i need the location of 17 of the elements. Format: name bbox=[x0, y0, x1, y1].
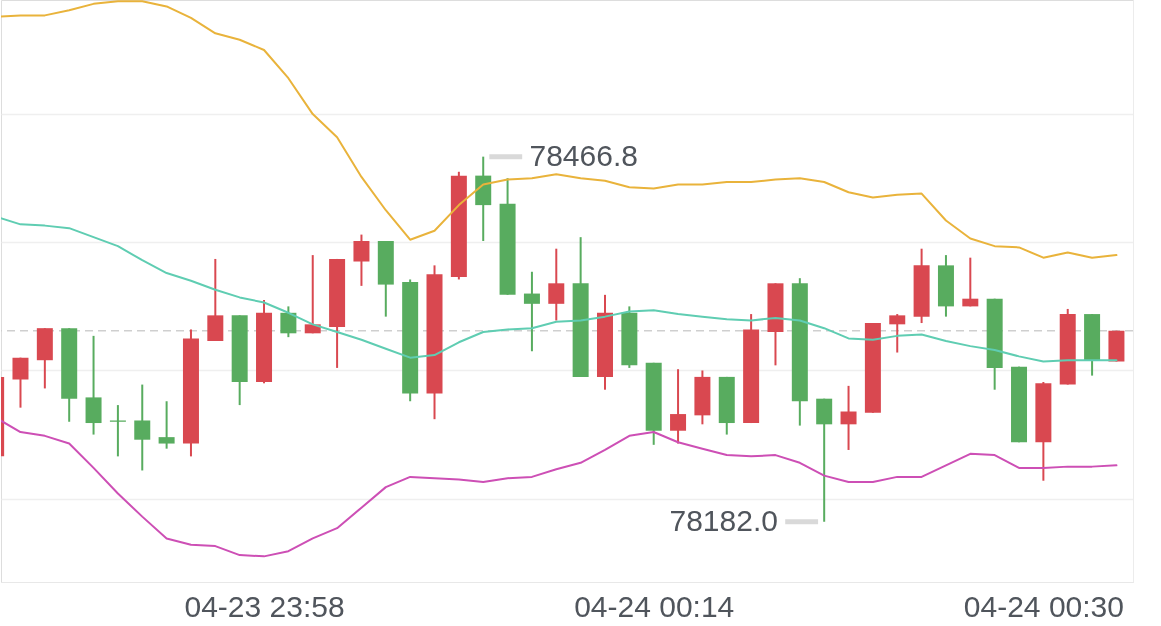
candlestick bbox=[109, 404, 126, 458]
candlestick bbox=[840, 384, 857, 451]
candlestick bbox=[670, 368, 687, 445]
candlestick bbox=[962, 256, 979, 308]
candlestick bbox=[523, 270, 540, 353]
x-tick-label: 04-23 23:58 bbox=[184, 589, 345, 623]
candlestick bbox=[158, 400, 175, 450]
x-tick-label: 04-24 00:14 bbox=[574, 589, 735, 623]
candlestick bbox=[280, 305, 297, 339]
candlestick bbox=[889, 313, 906, 354]
annotation: 78182.0 bbox=[669, 503, 778, 537]
candlestick bbox=[353, 233, 370, 287]
x-tick-label: 04-24 00:30 bbox=[963, 589, 1124, 623]
candlestick bbox=[548, 247, 565, 322]
annotation: 78466.8 bbox=[529, 138, 638, 172]
candlestick bbox=[134, 383, 151, 472]
candlestick bbox=[12, 356, 29, 409]
